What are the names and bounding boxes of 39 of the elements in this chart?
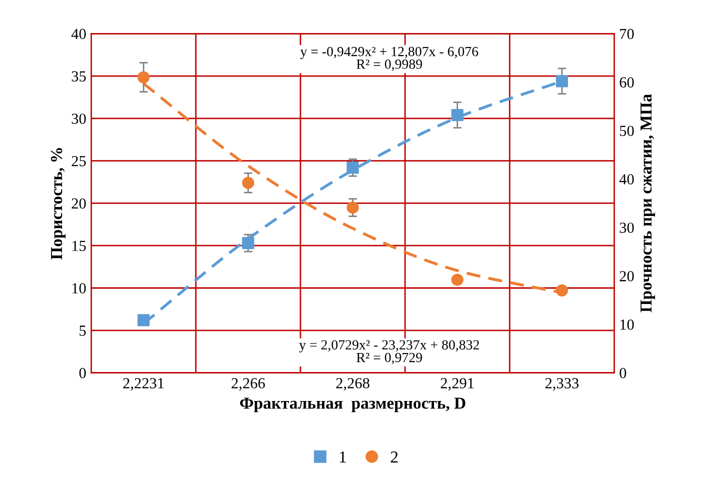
point bbox=[556, 75, 568, 88]
y-tick-label: 5 bbox=[80, 326, 86, 336]
y-tick-label: 10 bbox=[72, 283, 86, 294]
y2-tick-label: 20 bbox=[620, 271, 634, 282]
y-tick-label: 30 bbox=[72, 114, 86, 124]
x-tick-label: 2,291 bbox=[440, 378, 474, 391]
point bbox=[137, 314, 150, 326]
point bbox=[242, 236, 254, 250]
annotation: y = 2,0729x² - 23,237x + 80,832 R² = 0,9729 bbox=[299, 340, 479, 364]
y-tick-label: 25 bbox=[72, 156, 86, 166]
point bbox=[242, 176, 254, 189]
x-tick-label: 2,333 bbox=[545, 378, 579, 391]
y2-tick-label: 10 bbox=[620, 319, 634, 330]
y-tick-label: 35 bbox=[72, 71, 86, 82]
point bbox=[451, 108, 464, 122]
y2-tick-label: 30 bbox=[620, 222, 634, 233]
y2-tick-label: 0 bbox=[620, 368, 626, 378]
y-axis-title: Пористость, % bbox=[50, 148, 66, 260]
point bbox=[346, 202, 359, 214]
x-tick-label: 2,266 bbox=[232, 378, 265, 391]
annotation: y = -0,9429x² + 12,807x - 6,076 R² = 0,9989 bbox=[300, 46, 478, 71]
y-tick-label: 40 bbox=[71, 28, 86, 40]
y2-tick-label: 70 bbox=[620, 28, 634, 40]
y2-tick-label: 50 bbox=[620, 126, 634, 136]
y-tick-label: 0 bbox=[79, 368, 86, 378]
legend-label: 2 bbox=[390, 451, 398, 462]
y2-axis-title: Прочность при сжатии, МПа bbox=[640, 94, 656, 312]
point bbox=[556, 284, 568, 296]
y2-tick-label: 60 bbox=[620, 77, 634, 88]
y-tick-label: 20 bbox=[72, 198, 86, 209]
x-axis-title: Фрактальная размерность, D bbox=[240, 398, 466, 412]
point bbox=[346, 162, 359, 174]
y2-tick-label: 40 bbox=[619, 174, 634, 184]
x-tick-label: 2,2231 bbox=[123, 378, 164, 391]
point bbox=[137, 71, 150, 84]
y-tick-label: 15 bbox=[72, 240, 86, 252]
x-tick-label: 2,268 bbox=[336, 378, 370, 391]
point bbox=[451, 274, 464, 286]
legend-label: 1 bbox=[340, 451, 346, 462]
